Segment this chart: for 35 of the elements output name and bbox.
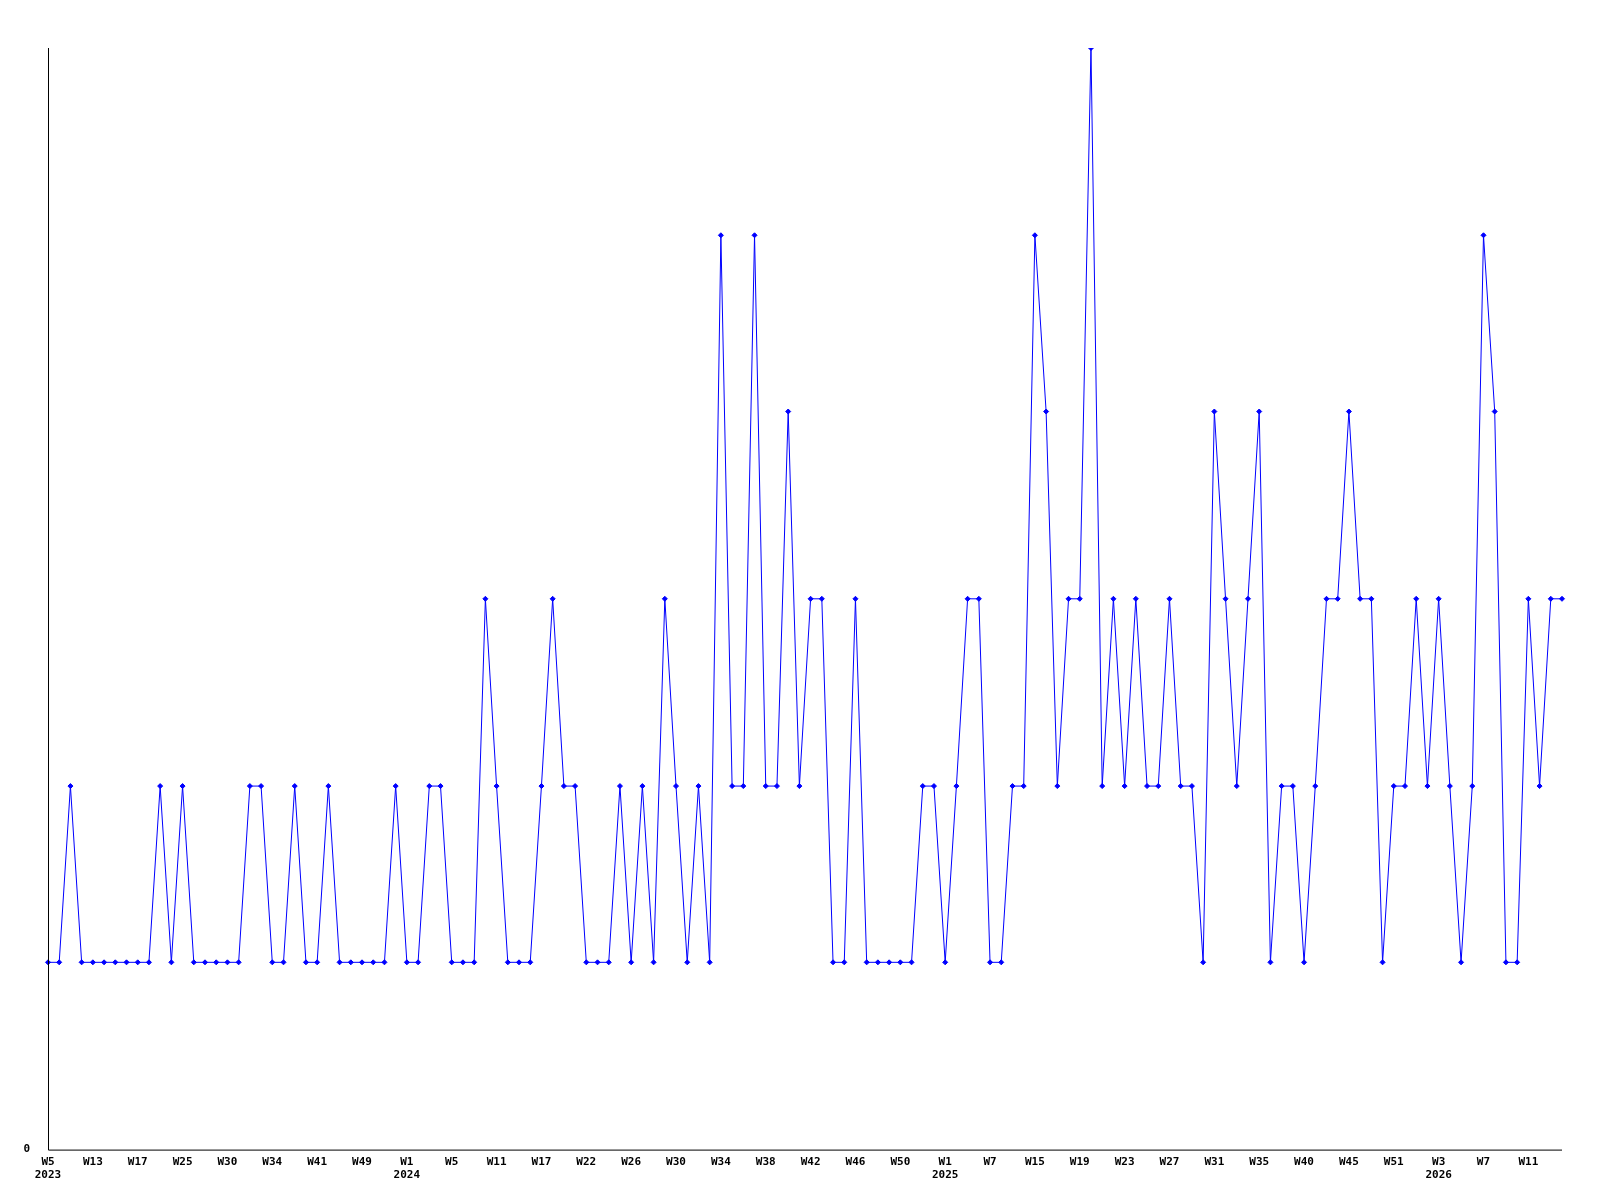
x-tick-label: W42: [800, 1155, 821, 1169]
x-tick-label: W51: [1383, 1155, 1405, 1169]
x-tick-label: W5 2023: [34, 1155, 62, 1182]
x-tick-label: W1 2025: [931, 1155, 959, 1182]
x-tick-label: W3 2026: [1425, 1155, 1453, 1182]
x-tick-label: W13: [82, 1155, 103, 1169]
x-tick-label: W22: [576, 1155, 597, 1169]
x-tick-label: W19: [1069, 1155, 1090, 1169]
x-tick-label: W41: [307, 1155, 328, 1169]
text: 0: [23, 1142, 30, 1156]
x-tick-label: W30: [217, 1155, 238, 1169]
x-tick-label: W45: [1338, 1155, 1359, 1169]
x-tick-label: W17: [127, 1155, 148, 1169]
x-tick-label: W23: [1114, 1155, 1135, 1169]
x-tick-label: W5: [445, 1155, 459, 1169]
x-tick-label: W40: [1294, 1155, 1314, 1169]
x-tick-label: W49: [352, 1155, 372, 1169]
x-tick-label: W25: [172, 1155, 193, 1169]
x-tick-label: W34: [710, 1155, 732, 1169]
x-tick-label: W31: [1204, 1155, 1225, 1169]
x-tick-label: W38: [755, 1155, 776, 1169]
x-tick-label: W11: [486, 1155, 507, 1169]
x-tick-label: W34: [262, 1155, 283, 1169]
x-tick-label: W15: [1024, 1155, 1045, 1169]
x-tick-label: W30: [666, 1155, 686, 1169]
x-tick-label: W50: [890, 1155, 911, 1169]
x-tick-label: W11: [1518, 1155, 1539, 1169]
x-tick-label: W35: [1249, 1155, 1270, 1169]
x-tick-label: W7: [1476, 1155, 1491, 1169]
x-tick-label: W7: [983, 1155, 997, 1169]
x-tick-label: W17: [531, 1155, 552, 1169]
x-tick-label: W27: [1159, 1155, 1180, 1169]
x-tick-label: W46: [845, 1155, 866, 1169]
x-tick-label: W26: [621, 1155, 642, 1169]
x-tick-label: W1 2024: [393, 1155, 421, 1182]
